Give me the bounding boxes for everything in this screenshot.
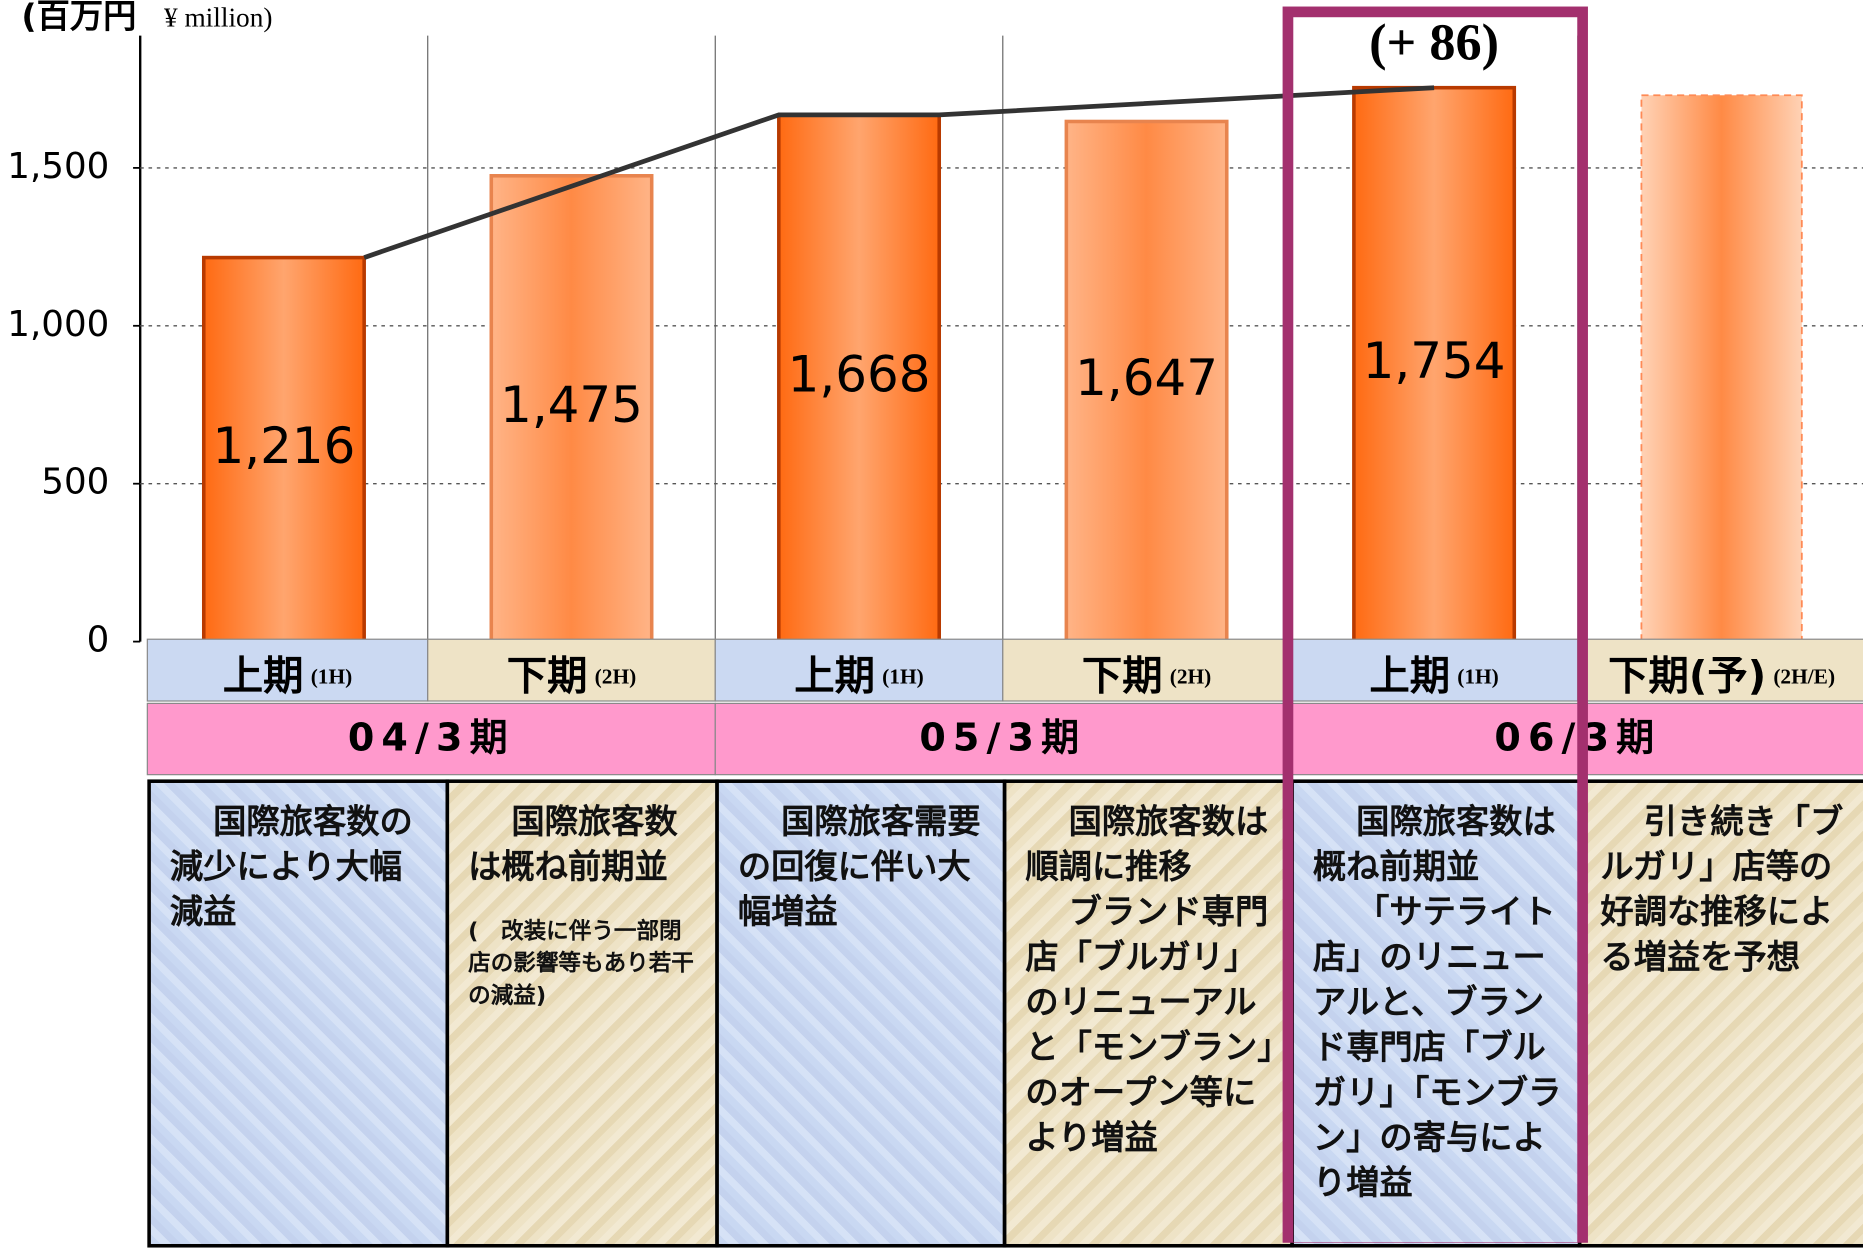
period-cell [146, 702, 716, 776]
unit-label-ja: (百万円 [21, 0, 136, 35]
description-text: 国際旅客数は概ね前期並 [1312, 801, 1556, 887]
y-tick-label: 1,000 [7, 304, 109, 345]
description-note: ( 改装に伴う一部閉店の影響等もあり若干の減益) [468, 918, 694, 1009]
description-cell: 国際旅客数は概ね前期並 ( 改装に伴う一部閉店の影響等もあり若干の減益) [445, 779, 719, 1248]
description-text: 国際旅客数は順調に推移 [1025, 801, 1269, 887]
category-label: 上期 (1H) [794, 652, 923, 699]
description-text: 国際旅客需要の回復に伴い大幅増益 [737, 801, 981, 932]
category-cell [427, 638, 716, 702]
description-text: 国際旅客数は概ね前期並 [468, 801, 678, 887]
category-label: 上期 (1H) [223, 652, 352, 699]
category-name: 下期(予) [1608, 652, 1766, 699]
bar [201, 255, 366, 644]
category-cell [1577, 638, 1863, 702]
period-cell [714, 702, 1291, 776]
category-name: 下期 [1082, 652, 1163, 699]
description-text: 引き続き「ブルガリ」店等の好調な推移による増益を予想 [1600, 801, 1844, 977]
category-name: 上期 [794, 652, 875, 699]
category-cell [714, 638, 1004, 702]
category-sublabel: (1H) [882, 664, 924, 688]
period-label: 04/3期 [348, 716, 515, 760]
category-sublabel: (2H) [595, 664, 637, 688]
bar [489, 174, 654, 644]
description-cell: 国際旅客数は概ね前期並 「サテライト店」のリニューアルと、ブランド専門店「ブルガリ… [1290, 779, 1582, 1248]
value-label: 1,216 [213, 417, 356, 475]
category-sublabel: (1H) [1457, 664, 1499, 688]
bar [777, 113, 942, 644]
description-cell: 国際旅客数は順調に推移 ブランド専門店「ブルガリ」のリニューアルと「モンブラン」の… [1002, 779, 1294, 1248]
value-label: 1,754 [1363, 332, 1506, 390]
description-cell: 引き続き「ブルガリ」店等の好調な推移による増益を予想 [1577, 779, 1863, 1248]
y-tick-label: 500 [41, 462, 109, 503]
y-tick-label: 1,500 [7, 146, 109, 187]
category-label: 下期 (2H) [507, 652, 636, 699]
description-text: ブランド専門店「ブルガリ」のリニューアルと「モンブラン」のオープン等により増益 [1025, 892, 1274, 1158]
unit-label-en: ¥ million) [164, 2, 272, 32]
description-cell: 国際旅客需要の回復に伴い大幅増益 [715, 779, 1007, 1248]
value-label: 1,475 [500, 376, 643, 434]
category-name: 上期 [1369, 652, 1450, 699]
bar [1064, 119, 1229, 644]
category-sublabel: (2H) [1170, 664, 1212, 688]
description-text: 国際旅客数の減少により大幅減益 [169, 801, 413, 932]
trend-line [363, 85, 1435, 260]
description-cell: 国際旅客数の減少により大幅減益 [147, 779, 450, 1248]
category-name: 上期 [223, 652, 304, 699]
category-sublabel: (1H) [311, 664, 353, 688]
category-cell [1002, 638, 1291, 702]
y-tick-label: 0 [87, 620, 110, 661]
description-text: 「サテライト店」のリニューアルと、ブランド専門店「ブルガリ」「モンブラン」の寄与… [1312, 892, 1562, 1203]
period-label: 05/3期 [919, 716, 1086, 760]
category-label: 下期(予) (2H/E) [1608, 652, 1835, 699]
category-name: 下期 [507, 652, 588, 699]
category-cell [146, 638, 429, 702]
bar [1640, 94, 1803, 643]
value-label: 1,647 [1075, 349, 1218, 407]
category-sublabel: (2H/E) [1773, 664, 1835, 688]
category-label: 下期 (2H) [1082, 652, 1211, 699]
period-label: 06/3期 [1494, 716, 1661, 760]
value-label: 1,668 [788, 346, 931, 404]
